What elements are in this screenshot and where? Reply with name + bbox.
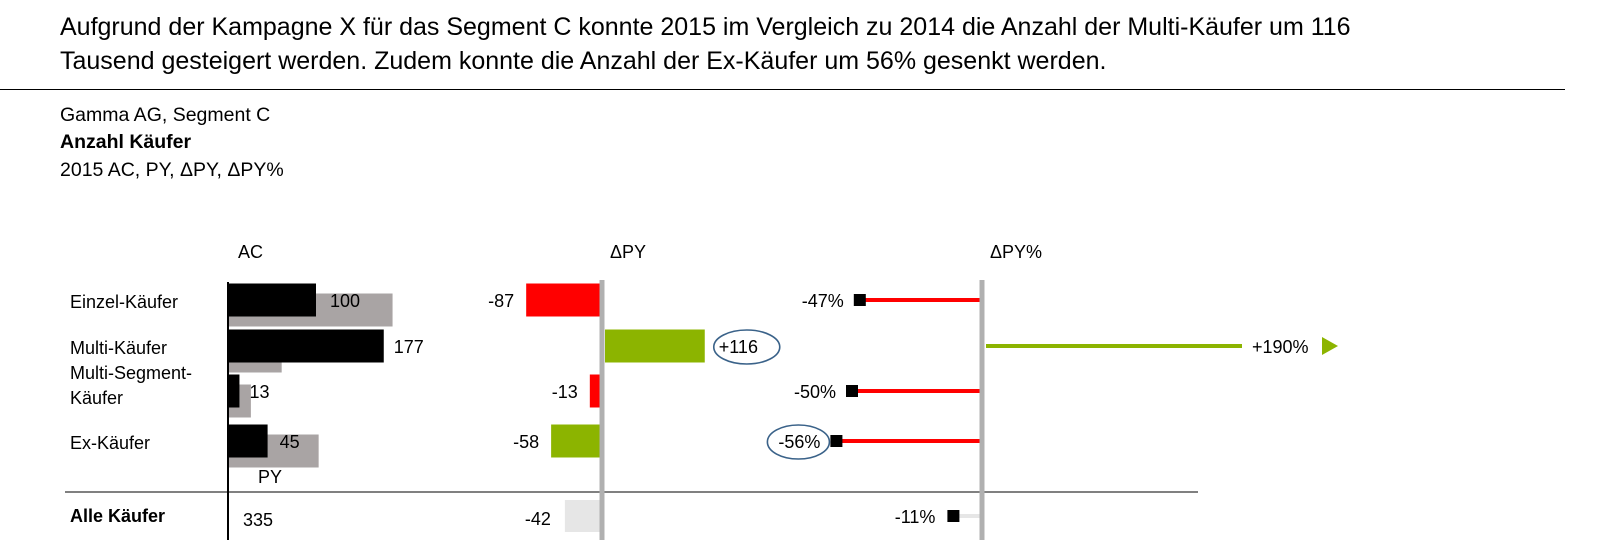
dpy-bar — [589, 374, 601, 408]
subtitle-measure: Anzahl Käufer — [60, 131, 192, 153]
ac-bar — [228, 329, 384, 363]
dpy-value-label: -58 — [513, 432, 539, 452]
dpy-value-label: -87 — [488, 291, 514, 311]
overflow-arrow-icon — [1322, 337, 1338, 355]
total-dpy-bar — [564, 500, 601, 532]
dpy-pct-value-label: +190% — [1252, 337, 1309, 357]
headline-line-2: Tausend gesteigert werden. Zudem konnte … — [60, 47, 1107, 75]
headline-divider — [0, 89, 1565, 90]
total-dpy-value-label: -42 — [525, 509, 551, 529]
total-dpy-pct-value-label: -11% — [895, 507, 936, 527]
dpy-pct-value-label: -56% — [778, 432, 820, 452]
headline-line-1: Aufgrund der Kampagne X für das Segment … — [60, 13, 1351, 41]
ac-bar — [228, 374, 240, 408]
dpy-pct-value-label: -50% — [794, 382, 836, 402]
dpy-value-label: +116 — [719, 337, 758, 357]
dpy-value-label: -13 — [552, 382, 578, 402]
category-label: Ex-Käufer — [70, 433, 150, 453]
category-label: Multi-Käufer — [70, 338, 167, 358]
total-dpy-pct-head — [947, 510, 960, 522]
highlight-ring — [766, 424, 831, 460]
dpy-bar — [551, 424, 601, 458]
highlight-ring — [712, 329, 781, 365]
dpy-pct-value-label: -47% — [802, 291, 844, 311]
column-header-dpy: ΔPY — [610, 242, 646, 262]
ac-value-label: 100 — [330, 291, 360, 311]
dpy-pct-head — [853, 294, 866, 306]
dpy-bar — [526, 283, 601, 317]
category-label: Multi-Segment- — [70, 363, 192, 383]
subtitle-entity: Gamma AG, Segment C — [60, 104, 271, 126]
headline: Aufgrund der Kampagne X für das Segment … — [60, 10, 1560, 78]
category-label: Käufer — [70, 388, 123, 408]
ac-value-label: 177 — [394, 337, 424, 357]
dpy-pct-head — [830, 435, 843, 447]
ac-bar — [228, 283, 316, 317]
total-label: Alle Käufer — [70, 506, 165, 526]
ac-value-label: 45 — [280, 432, 300, 452]
total-ac-value-label: 335 — [243, 510, 273, 530]
subtitle-scenario: 2015 AC, PY, ΔPY, ΔPY% — [60, 159, 284, 181]
dpy-bar — [605, 329, 705, 363]
ac-bar — [228, 424, 268, 458]
column-header-ac: AC — [238, 242, 263, 262]
column-header-dpy-pct: ΔPY% — [990, 242, 1042, 262]
category-label: Einzel-Käufer — [70, 292, 178, 312]
py-marker-label: PY — [258, 467, 282, 487]
dpy-pct-head — [846, 385, 858, 397]
ac-value-label: 13 — [249, 382, 269, 402]
